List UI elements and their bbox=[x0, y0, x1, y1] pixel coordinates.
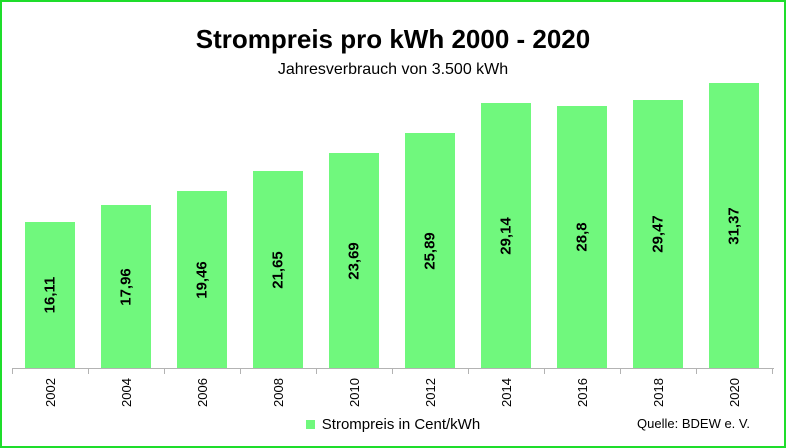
bar: 23,69 bbox=[329, 153, 379, 368]
bar-value-label: 19,46 bbox=[193, 260, 211, 299]
x-axis-label: 2012 bbox=[422, 377, 438, 407]
bar-value-label: 25,89 bbox=[421, 231, 439, 270]
x-axis-tick bbox=[772, 369, 773, 374]
bar-value-label: 21,65 bbox=[269, 250, 287, 289]
x-axis-tick bbox=[468, 369, 469, 374]
x-axis-label: 2020 bbox=[726, 377, 742, 407]
x-axis-tick bbox=[696, 369, 697, 374]
bar-value-label: 28,8 bbox=[573, 222, 591, 252]
x-axis-label: 2018 bbox=[650, 377, 666, 407]
bar-cell: 16,11 bbox=[12, 83, 88, 368]
bar: 16,11 bbox=[25, 222, 75, 368]
bar: 17,96 bbox=[101, 205, 151, 368]
bar-value-label: 23,69 bbox=[345, 241, 363, 280]
bar-cell: 28,8 bbox=[544, 83, 620, 368]
bar-cell: 21,65 bbox=[240, 83, 316, 368]
bar-value-label: 29,47 bbox=[649, 215, 667, 253]
source-note: Quelle: BDEW e. V. bbox=[637, 416, 750, 431]
legend-label: Strompreis in Cent/kWh bbox=[321, 415, 481, 433]
x-axis-ticks bbox=[12, 369, 774, 374]
bar: 19,46 bbox=[177, 191, 227, 368]
x-axis-tick bbox=[88, 369, 89, 374]
bar-cell: 25,89 bbox=[392, 83, 468, 368]
x-axis-tick bbox=[544, 369, 545, 374]
x-axis-tick bbox=[620, 369, 621, 374]
bar-value-label: 16,11 bbox=[41, 276, 59, 314]
x-axis-labels: 2002 2004 2006 2008 2010 2012 2014 2016 2018 2020 bbox=[12, 372, 772, 412]
bar-value-label: 29,14 bbox=[497, 216, 515, 255]
chart-title: Strompreis pro kWh 2000 - 2020 bbox=[195, 24, 591, 54]
x-axis-label: 2008 bbox=[270, 377, 286, 407]
x-axis-tick bbox=[12, 369, 13, 374]
x-axis-label: 2010 bbox=[346, 377, 362, 407]
bar: 21,65 bbox=[253, 171, 303, 368]
bar: 28,8 bbox=[557, 106, 607, 368]
x-axis-label: 2006 bbox=[194, 377, 210, 407]
bar: 25,89 bbox=[405, 133, 455, 368]
x-axis-tick bbox=[392, 369, 393, 374]
x-axis-line bbox=[12, 368, 774, 369]
legend: Strompreis in Cent/kWh bbox=[2, 413, 784, 435]
x-axis-label: 2002 bbox=[42, 377, 58, 407]
bar-cell: 29,14 bbox=[468, 83, 544, 368]
x-axis-label: 2014 bbox=[498, 377, 514, 407]
bar: 29,14 bbox=[481, 103, 531, 368]
bar-cell: 23,69 bbox=[316, 83, 392, 368]
x-axis-tick bbox=[240, 369, 241, 374]
bar: 31,37 bbox=[709, 83, 759, 368]
bar-value-label: 31,37 bbox=[725, 206, 743, 245]
bar-cell: 31,37 bbox=[696, 83, 772, 368]
bar-value-label: 17,96 bbox=[117, 267, 135, 306]
x-axis-tick bbox=[164, 369, 165, 374]
bar-cell: 19,46 bbox=[164, 83, 240, 368]
x-axis-label: 2004 bbox=[118, 377, 134, 407]
bar-cell: 29,47 bbox=[620, 83, 696, 368]
legend-swatch-icon bbox=[305, 419, 315, 429]
bar: 29,47 bbox=[633, 100, 683, 368]
x-axis-tick bbox=[316, 369, 317, 374]
chart-subtitle: Jahresverbrauch von 3.500 kWh bbox=[277, 61, 509, 78]
plot-area: 16,11 17,96 19,46 21,65 23,69 25,89 29,14 28,8 2… bbox=[12, 83, 772, 368]
x-axis-label: 2016 bbox=[574, 377, 590, 407]
bar-cell: 17,96 bbox=[88, 83, 164, 368]
